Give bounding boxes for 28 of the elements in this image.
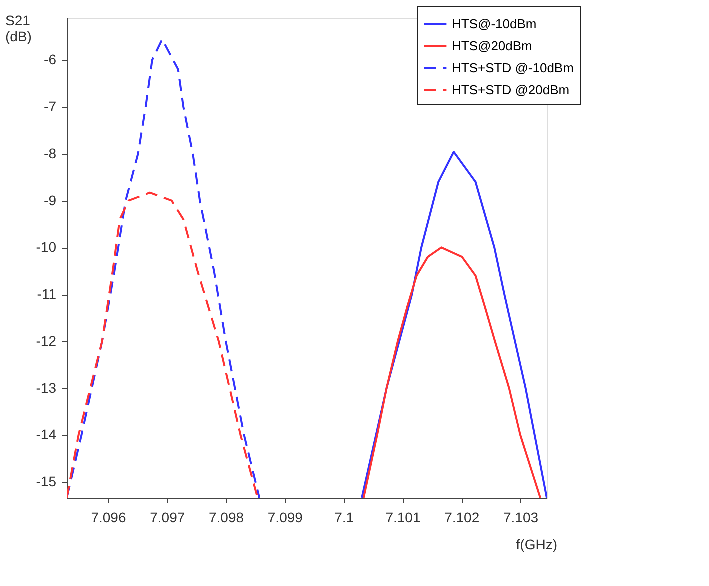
y-tick-label: -6	[44, 52, 57, 68]
line-series	[361, 151, 547, 498]
x-tick-label: 7.096	[91, 510, 126, 526]
x-tick-label: 7.103	[503, 510, 539, 526]
x-tick-label: 7.101	[386, 510, 421, 526]
y-axis-title: S21 (dB)	[6, 12, 32, 44]
x-tick-label: 7.102	[444, 510, 480, 526]
y-tick-label: -15	[36, 474, 57, 490]
legend-label: HTS+STD @-10dBm	[452, 60, 574, 76]
x-tick-label: 7.099	[268, 510, 304, 526]
line-series	[67, 38, 261, 498]
x-tick-label: 7.1	[334, 510, 354, 526]
line-series	[362, 246, 542, 498]
y-tick-label: -11	[37, 286, 57, 302]
x-axis-title: f(GHz)	[516, 536, 558, 552]
y-tick-label: -10	[36, 239, 57, 256]
y-tick-label: -8	[44, 145, 57, 162]
y-tick-label: -14	[36, 426, 57, 443]
legend-label: HTS+STD @20dBm	[452, 82, 570, 98]
legend-label: HTS@20dBm	[452, 38, 532, 54]
y-tick-label: -12	[36, 332, 57, 349]
x-tick-label: 7.098	[208, 510, 244, 526]
y-tick-label: -13	[36, 380, 57, 396]
x-tick-label: 7.097	[150, 510, 186, 526]
line-series	[67, 192, 259, 498]
legend-label: HTS@-10dBm	[452, 16, 537, 32]
y-tick-label: -9	[44, 192, 57, 208]
y-tick-label: -7	[44, 98, 57, 115]
